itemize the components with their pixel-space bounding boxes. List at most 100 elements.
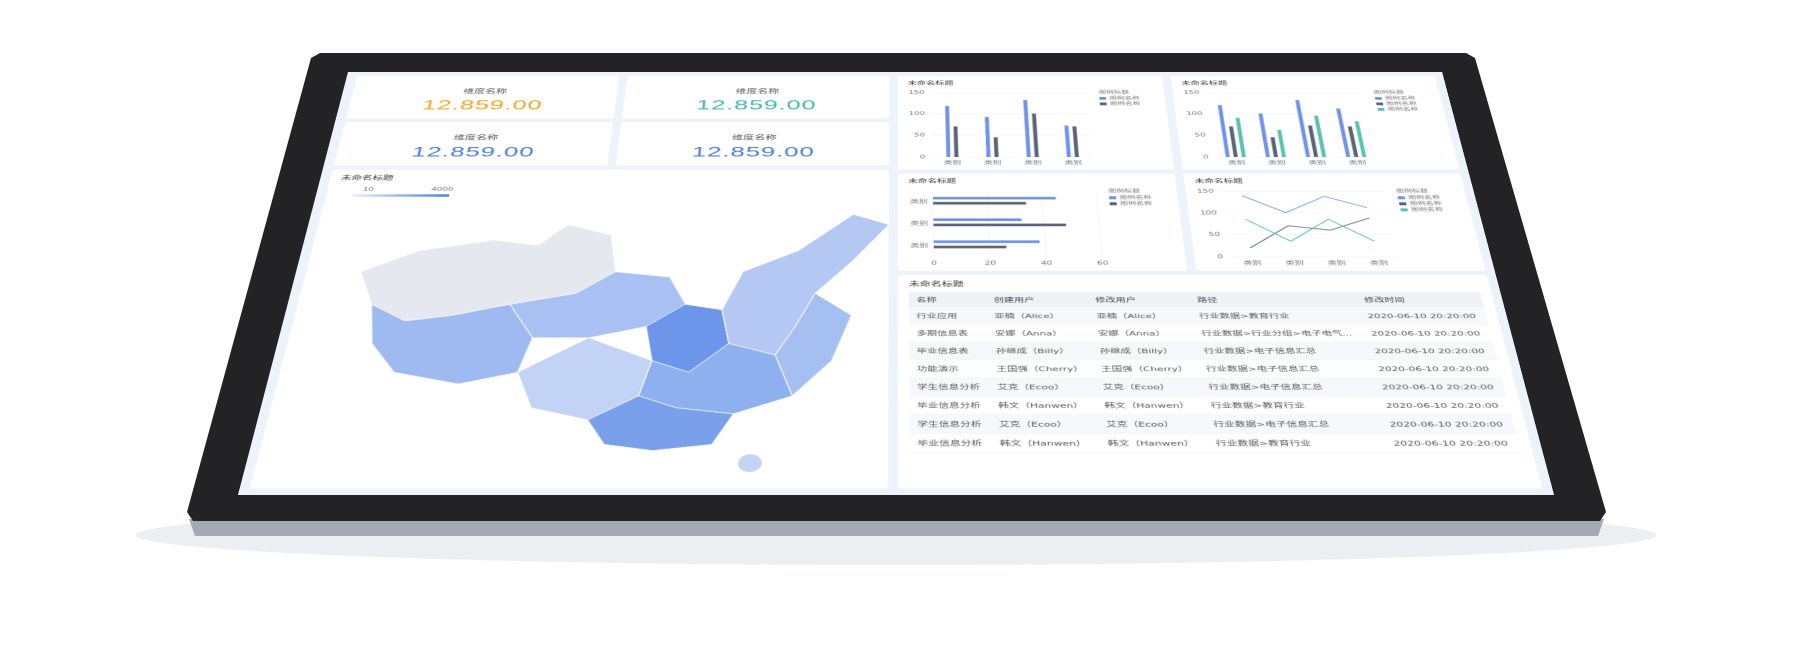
- table-cell: 行业数据>教育行业: [1202, 396, 1380, 415]
- table-cell: 行业应用: [908, 307, 988, 325]
- table-row: 功能演示 王国强（Cherry） 王国强（Cherry） 行业数据>电子信息汇总 202…: [909, 359, 1503, 378]
- bar: [1235, 117, 1246, 158]
- y-tick-label: 0: [1217, 253, 1224, 259]
- legend-title: 图例标题: [1099, 89, 1130, 94]
- bar: [933, 201, 1027, 205]
- table-row: 学生信息分析 艾克（Ecoo） 艾克（Ecoo） 行业数据>电子信息汇总 2020-06…: [909, 377, 1507, 397]
- table-title: 未命名标题: [908, 280, 964, 288]
- kpi-card: 维度名称 12.859.00: [615, 121, 890, 166]
- table-cell: 行业数据>行业分组>电子电气...: [1192, 324, 1366, 343]
- table-cell: 行业数据>教育行业: [1190, 307, 1362, 325]
- chart-title: 未命名标题: [908, 178, 956, 185]
- table-row: 行业应用 亚楠（Alice） 亚楠（Alice） 行业数据>教育行业 2020-06-1…: [908, 307, 1489, 325]
- table-cell: 2020-06-10 20:20:00: [1368, 359, 1503, 378]
- table-row: 多期信息表 安娜（Anna） 安娜（Anna） 行业数据>行业分组>电子电气... 20…: [909, 324, 1493, 343]
- x-tick-label: 类别: [1285, 260, 1304, 266]
- y-tick-label: 类别: [910, 242, 928, 248]
- kpi-value: 12.859.00: [420, 97, 544, 113]
- table-cell: 王国强（Cherry）: [988, 359, 1095, 378]
- legend-swatch: [1400, 208, 1409, 212]
- bar: [933, 218, 1022, 222]
- kpi-label: 维度名称: [462, 87, 508, 95]
- x-tick-label: 类别: [1308, 160, 1326, 166]
- bar: [1228, 126, 1238, 158]
- y-tick-label: 150: [1197, 188, 1215, 194]
- kpi-card: 维度名称 12.859.00: [333, 121, 613, 166]
- legend-label: 图例名称: [1119, 194, 1152, 200]
- legend-swatch: [1377, 108, 1385, 111]
- x-tick-label: 类别: [1024, 160, 1042, 166]
- kpi-card: 维度名称 12.859.00: [346, 76, 620, 119]
- y-tick-label: 类别: [910, 199, 928, 205]
- table-cell: 王国强（Cherry）: [1093, 359, 1200, 378]
- table-cell: 艾克（Ecoo）: [989, 377, 1097, 397]
- legend-swatch: [1398, 202, 1407, 206]
- legend-label: 图例名称: [1410, 206, 1444, 212]
- table-cell: 多期信息表: [909, 324, 988, 343]
- x-tick-label: 0: [931, 260, 937, 266]
- table-cell: 2020-06-10 20:20:00: [1376, 396, 1512, 415]
- y-tick-label: 150: [908, 90, 924, 95]
- legend-swatch: [1108, 196, 1117, 200]
- map-title: 未命名标题: [340, 174, 395, 182]
- column-header: 修改时间: [1355, 292, 1485, 308]
- y-tick-label: 0: [920, 154, 926, 160]
- table-cell: 艾克（Ecoo）: [1094, 377, 1203, 397]
- column-header: 创建用户: [985, 292, 1089, 308]
- legend-label: 图例名称: [1384, 95, 1416, 100]
- chart-card: 未命名标题 图例标题 图例名称 图例名称 图例名称 0 50 100 150 类别 类别 类别 类别: [1183, 173, 1486, 271]
- grid-line: [1096, 191, 1102, 257]
- table-cell: 艾克（Ecoo）: [990, 414, 1100, 434]
- legend-label: 图例名称: [1387, 106, 1419, 111]
- table-cell: 学生信息分析: [909, 414, 992, 434]
- legend-label: 图例名称: [1408, 194, 1442, 200]
- table-cell: 韩文（Hanwen）: [1096, 396, 1205, 415]
- legend-swatch: [1374, 97, 1383, 100]
- table-cell: 安娜（Anna）: [987, 324, 1092, 343]
- table-cell: 2020-06-10 20:20:00: [1365, 342, 1498, 360]
- perspective: 维度名称 12.859.00 维度名称 12.859.00 维度名称 12.85…: [238, 0, 1554, 495]
- x-tick-label: 类别: [984, 160, 1002, 166]
- region: [737, 454, 763, 472]
- kpi-label: 维度名称: [735, 87, 780, 95]
- kpi-value: 12.859.00: [409, 144, 536, 160]
- legend-swatch: [1099, 102, 1107, 106]
- table-cell: 功能演示: [909, 359, 990, 378]
- column-header: 修改用户: [1087, 292, 1191, 308]
- legend-title: 图例标题: [1396, 188, 1429, 194]
- legend-label: 图例名称: [1109, 95, 1140, 100]
- bar: [1072, 126, 1079, 158]
- x-tick-label: 类别: [1348, 160, 1367, 166]
- table-cell: 行业数据>电子信息汇总: [1204, 414, 1384, 434]
- bar: [1277, 129, 1287, 158]
- table: 名称 创建用户 修改用户 路径 修改时间 行业应用 亚楠（Alice） 亚楠（Alice） 行业…: [908, 292, 1522, 453]
- table-row: 毕业信息分析 韩文（Hanwen） 韩文（Hanwen） 行业数据>教育行业 2020-…: [909, 396, 1512, 415]
- map: 10 4000: [250, 186, 889, 472]
- x-tick-label: 类别: [1327, 260, 1346, 266]
- y-tick-label: 100: [1200, 209, 1218, 215]
- chart-title: 未命名标题: [908, 80, 954, 86]
- table-cell: 安娜（Anna）: [1090, 324, 1196, 343]
- table-cell: 韩文（Hanwen）: [991, 433, 1101, 453]
- x-tick-label: 类别: [1243, 260, 1262, 266]
- table-row: 毕业信息表 孙继成（Billy） 孙继成（Billy） 行业数据>电子信息汇总 2020…: [909, 342, 1498, 360]
- region: [641, 304, 731, 372]
- column-header: 名称: [908, 292, 987, 308]
- table-cell: 毕业信息表: [909, 342, 989, 360]
- chart-title: 未命名标题: [1194, 178, 1243, 185]
- y-tick-label: 0: [1203, 154, 1209, 160]
- bar: [933, 245, 1007, 249]
- bar: [1023, 100, 1031, 158]
- y-tick-label: 50: [1208, 231, 1220, 237]
- table-cell: 孙继成（Billy）: [987, 342, 1094, 360]
- kpi-value: 12.859.00: [695, 97, 817, 113]
- table-cell: 行业数据>教育行业: [1206, 433, 1388, 453]
- chart-title: 未命名标题: [1181, 80, 1228, 86]
- table-cell: 艾克（Ecoo）: [1097, 414, 1207, 434]
- legend-title: 图例标题: [1373, 89, 1405, 94]
